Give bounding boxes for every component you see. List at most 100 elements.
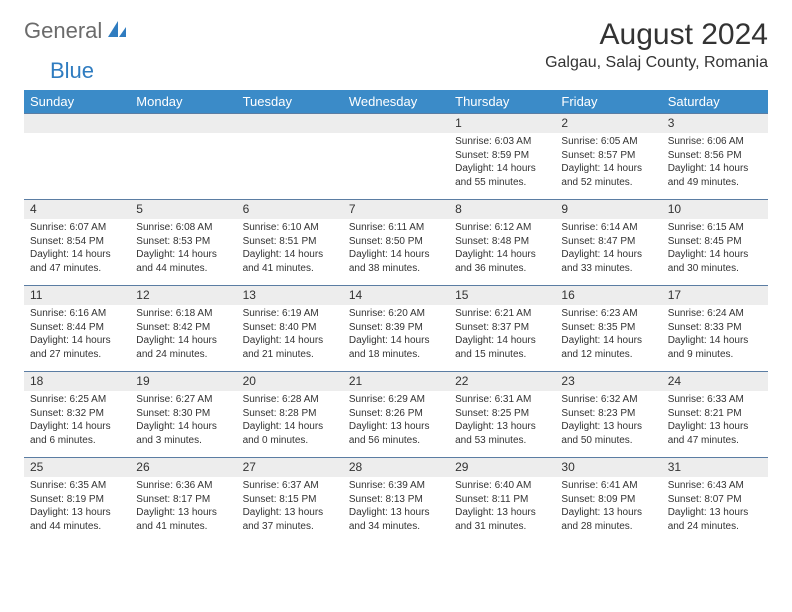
day-cell-content: Sunrise: 6:32 AMSunset: 8:23 PMDaylight:… [555, 391, 661, 458]
day-number: 4 [24, 200, 130, 219]
day-cell-number: 2 [555, 114, 661, 134]
day-cell-content: Sunrise: 6:41 AMSunset: 8:09 PMDaylight:… [555, 477, 661, 543]
day-cell-content: Sunrise: 6:25 AMSunset: 8:32 PMDaylight:… [24, 391, 130, 458]
day-cell-number: 1 [449, 114, 555, 134]
day-cell-content: Sunrise: 6:23 AMSunset: 8:35 PMDaylight:… [555, 305, 661, 372]
day-content [343, 133, 449, 191]
day-cell-content: Sunrise: 6:21 AMSunset: 8:37 PMDaylight:… [449, 305, 555, 372]
day-cell-number: 3 [662, 114, 768, 134]
day-number [237, 121, 343, 126]
day-cell-content: Sunrise: 6:12 AMSunset: 8:48 PMDaylight:… [449, 219, 555, 286]
logo-sail-icon [106, 19, 128, 44]
day-cell-content: Sunrise: 6:29 AMSunset: 8:26 PMDaylight:… [343, 391, 449, 458]
day-cell-content: Sunrise: 6:24 AMSunset: 8:33 PMDaylight:… [662, 305, 768, 372]
week-content-row: Sunrise: 6:35 AMSunset: 8:19 PMDaylight:… [24, 477, 768, 543]
day-cell-number: 19 [130, 372, 236, 392]
day-number: 5 [130, 200, 236, 219]
day-content: Sunrise: 6:06 AMSunset: 8:56 PMDaylight:… [662, 133, 768, 199]
day-number: 13 [237, 286, 343, 305]
day-number [24, 121, 130, 126]
day-cell-content: Sunrise: 6:03 AMSunset: 8:59 PMDaylight:… [449, 133, 555, 200]
day-cell-content: Sunrise: 6:40 AMSunset: 8:11 PMDaylight:… [449, 477, 555, 543]
week-content-row: Sunrise: 6:16 AMSunset: 8:44 PMDaylight:… [24, 305, 768, 372]
week-content-row: Sunrise: 6:07 AMSunset: 8:54 PMDaylight:… [24, 219, 768, 286]
day-number: 11 [24, 286, 130, 305]
day-cell-number: 11 [24, 286, 130, 306]
calendar-page: General August 2024 Galgau, Salaj County… [0, 0, 792, 561]
day-cell-number: 7 [343, 200, 449, 220]
day-number: 6 [237, 200, 343, 219]
day-content [130, 133, 236, 191]
day-cell-number: 18 [24, 372, 130, 392]
day-cell-number: 8 [449, 200, 555, 220]
day-content: Sunrise: 6:37 AMSunset: 8:15 PMDaylight:… [237, 477, 343, 543]
day-cell-number: 16 [555, 286, 661, 306]
day-content: Sunrise: 6:39 AMSunset: 8:13 PMDaylight:… [343, 477, 449, 543]
logo-text-general: General [24, 18, 102, 44]
day-number: 2 [555, 114, 661, 133]
day-cell-content: Sunrise: 6:06 AMSunset: 8:56 PMDaylight:… [662, 133, 768, 200]
day-number: 29 [449, 458, 555, 477]
day-cell-content: Sunrise: 6:10 AMSunset: 8:51 PMDaylight:… [237, 219, 343, 286]
day-content: Sunrise: 6:15 AMSunset: 8:45 PMDaylight:… [662, 219, 768, 285]
day-content: Sunrise: 6:14 AMSunset: 8:47 PMDaylight:… [555, 219, 661, 285]
day-cell-number [24, 114, 130, 134]
day-cell-number: 31 [662, 458, 768, 478]
daynum-row: 18192021222324 [24, 372, 768, 392]
day-cell-content [343, 133, 449, 200]
title-block: August 2024 Galgau, Salaj County, Romani… [545, 18, 768, 72]
day-number: 10 [662, 200, 768, 219]
day-content [237, 133, 343, 191]
day-cell-content: Sunrise: 6:43 AMSunset: 8:07 PMDaylight:… [662, 477, 768, 543]
weekday-header: Thursday [449, 90, 555, 114]
day-number: 15 [449, 286, 555, 305]
day-content: Sunrise: 6:40 AMSunset: 8:11 PMDaylight:… [449, 477, 555, 543]
day-cell-number: 20 [237, 372, 343, 392]
day-content: Sunrise: 6:07 AMSunset: 8:54 PMDaylight:… [24, 219, 130, 285]
day-cell-content: Sunrise: 6:39 AMSunset: 8:13 PMDaylight:… [343, 477, 449, 543]
day-cell-content: Sunrise: 6:15 AMSunset: 8:45 PMDaylight:… [662, 219, 768, 286]
day-cell-content: Sunrise: 6:37 AMSunset: 8:15 PMDaylight:… [237, 477, 343, 543]
day-number: 21 [343, 372, 449, 391]
day-cell-number: 28 [343, 458, 449, 478]
daynum-row: 11121314151617 [24, 286, 768, 306]
day-cell-number: 23 [555, 372, 661, 392]
day-number: 14 [343, 286, 449, 305]
day-number: 26 [130, 458, 236, 477]
day-content: Sunrise: 6:21 AMSunset: 8:37 PMDaylight:… [449, 305, 555, 371]
daynum-row: 45678910 [24, 200, 768, 220]
day-content: Sunrise: 6:08 AMSunset: 8:53 PMDaylight:… [130, 219, 236, 285]
day-cell-number: 27 [237, 458, 343, 478]
day-cell-number [237, 114, 343, 134]
day-content: Sunrise: 6:24 AMSunset: 8:33 PMDaylight:… [662, 305, 768, 371]
day-number: 30 [555, 458, 661, 477]
day-number [343, 121, 449, 126]
day-content: Sunrise: 6:10 AMSunset: 8:51 PMDaylight:… [237, 219, 343, 285]
day-cell-content: Sunrise: 6:07 AMSunset: 8:54 PMDaylight:… [24, 219, 130, 286]
day-cell-content: Sunrise: 6:05 AMSunset: 8:57 PMDaylight:… [555, 133, 661, 200]
day-cell-number [130, 114, 236, 134]
day-content: Sunrise: 6:20 AMSunset: 8:39 PMDaylight:… [343, 305, 449, 371]
day-cell-number: 6 [237, 200, 343, 220]
day-cell-number [343, 114, 449, 134]
day-number: 23 [555, 372, 661, 391]
day-cell-content: Sunrise: 6:33 AMSunset: 8:21 PMDaylight:… [662, 391, 768, 458]
day-content: Sunrise: 6:32 AMSunset: 8:23 PMDaylight:… [555, 391, 661, 457]
day-cell-content: Sunrise: 6:36 AMSunset: 8:17 PMDaylight:… [130, 477, 236, 543]
day-content: Sunrise: 6:19 AMSunset: 8:40 PMDaylight:… [237, 305, 343, 371]
day-number: 31 [662, 458, 768, 477]
day-cell-number: 29 [449, 458, 555, 478]
day-content: Sunrise: 6:11 AMSunset: 8:50 PMDaylight:… [343, 219, 449, 285]
day-number: 20 [237, 372, 343, 391]
day-number: 17 [662, 286, 768, 305]
day-number: 28 [343, 458, 449, 477]
day-cell-content: Sunrise: 6:31 AMSunset: 8:25 PMDaylight:… [449, 391, 555, 458]
day-content: Sunrise: 6:27 AMSunset: 8:30 PMDaylight:… [130, 391, 236, 457]
day-cell-content: Sunrise: 6:20 AMSunset: 8:39 PMDaylight:… [343, 305, 449, 372]
day-cell-number: 9 [555, 200, 661, 220]
day-cell-content: Sunrise: 6:35 AMSunset: 8:19 PMDaylight:… [24, 477, 130, 543]
day-cell-number: 15 [449, 286, 555, 306]
day-content: Sunrise: 6:43 AMSunset: 8:07 PMDaylight:… [662, 477, 768, 543]
day-content: Sunrise: 6:33 AMSunset: 8:21 PMDaylight:… [662, 391, 768, 457]
day-content [24, 133, 130, 191]
